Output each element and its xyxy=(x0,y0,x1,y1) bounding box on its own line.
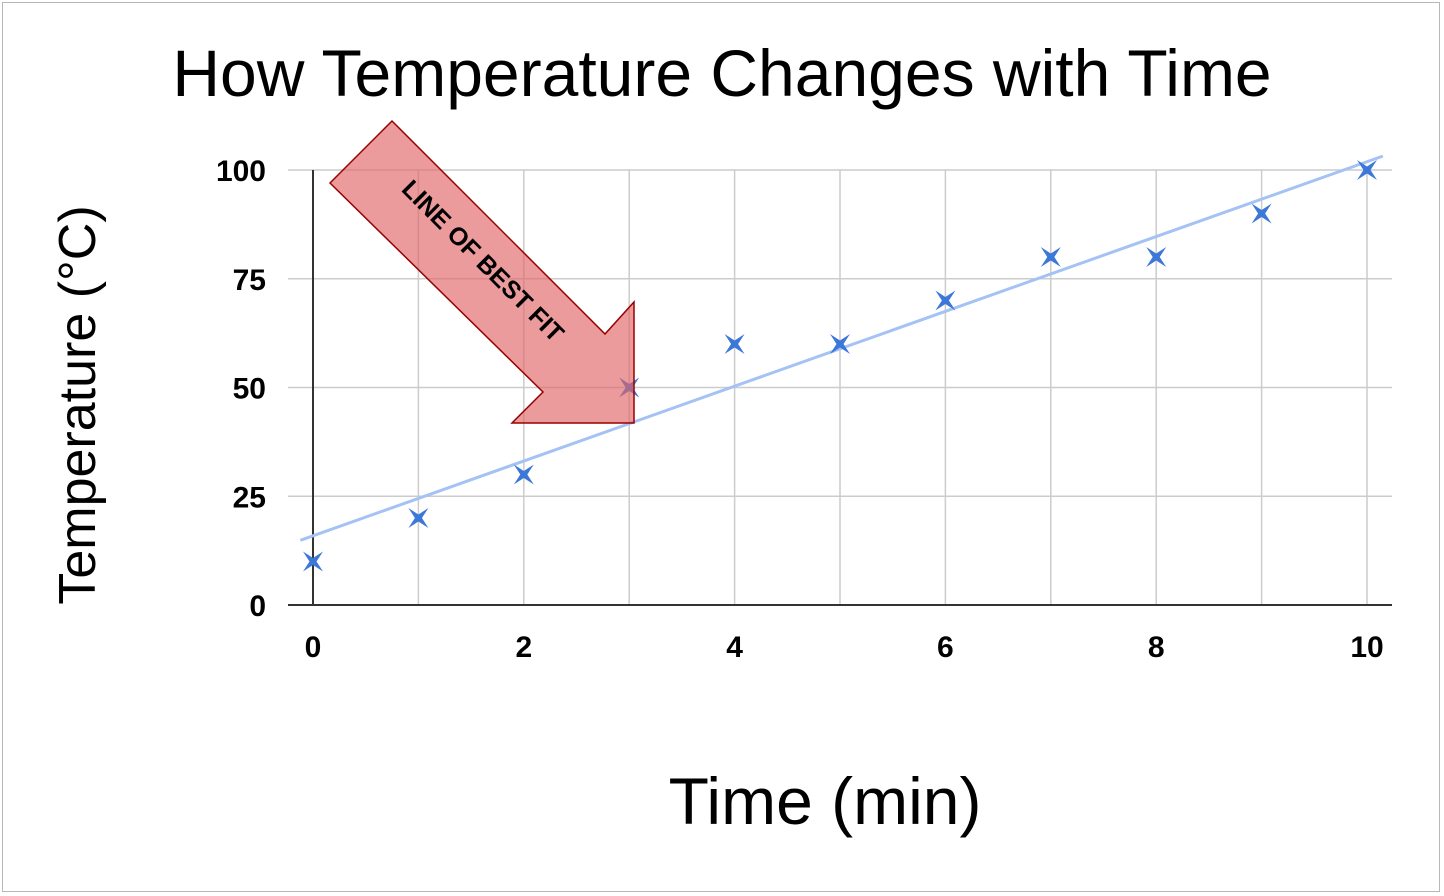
data-point xyxy=(1146,247,1167,267)
data-point xyxy=(408,508,429,528)
data-point xyxy=(1251,203,1272,224)
y-tick-label: 50 xyxy=(233,373,266,406)
best-fit-annotation: LINE OF BEST FIT xyxy=(328,119,635,424)
data-point xyxy=(1357,160,1377,180)
y-tick-label: 100 xyxy=(216,155,266,188)
y-tick-label: 0 xyxy=(249,590,266,623)
data-point xyxy=(830,334,850,354)
y-tick-label: 75 xyxy=(233,264,266,297)
x-tick-label: 0 xyxy=(305,631,322,664)
axes xyxy=(288,170,1392,606)
data-point xyxy=(513,464,534,485)
x-tick-label: 2 xyxy=(515,631,532,664)
data-point xyxy=(303,551,323,572)
x-tick-label: 8 xyxy=(1148,631,1165,664)
chart-title: How Temperature Changes with Time xyxy=(172,36,1272,110)
data-point xyxy=(1040,247,1061,267)
data-point xyxy=(935,290,956,311)
tick-labels: 0 25 50 75 100 0 2 4 6 8 10 xyxy=(216,155,1384,664)
x-axis-label: Time (min) xyxy=(668,764,982,838)
annotation-arrow xyxy=(328,119,635,424)
y-tick-label: 25 xyxy=(233,481,266,514)
data-points xyxy=(303,160,1377,572)
x-tick-label: 6 xyxy=(937,631,954,664)
data-point xyxy=(724,334,745,354)
x-tick-label: 10 xyxy=(1350,631,1383,664)
x-tick-label: 4 xyxy=(726,631,743,664)
